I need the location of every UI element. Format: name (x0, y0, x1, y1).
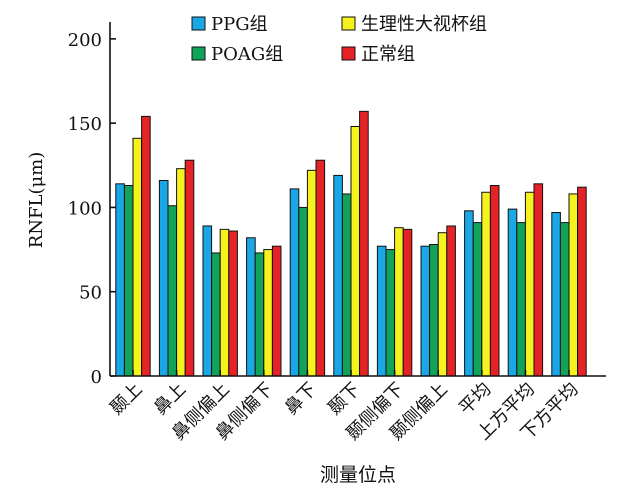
bar (524, 191, 535, 377)
bar (577, 186, 587, 377)
bar (158, 179, 169, 377)
bar (481, 191, 491, 377)
bar (472, 222, 483, 377)
bar (437, 232, 448, 377)
axes (109, 22, 606, 377)
bar (115, 183, 125, 377)
bar (394, 227, 404, 377)
bar (446, 225, 456, 377)
y-tick-label: 200 (68, 30, 102, 51)
bar (263, 249, 273, 377)
bar (315, 159, 326, 377)
y-tick-label: 150 (68, 114, 102, 135)
bar (123, 185, 134, 377)
legend-label: 生理性大视杯组 (361, 14, 487, 35)
legend-item: PPG组 (191, 14, 268, 35)
bar (176, 168, 186, 377)
legend-item: 正常组 (341, 44, 415, 65)
bar (359, 110, 369, 377)
bar (306, 169, 317, 377)
bar (211, 252, 221, 377)
bar (333, 174, 343, 377)
y-axis-label: RNFL(μm) (26, 152, 47, 249)
bar (489, 185, 500, 377)
bar (402, 228, 413, 377)
legend-swatch (341, 46, 356, 61)
bar (228, 230, 238, 377)
bar (385, 249, 396, 377)
bar (376, 245, 387, 377)
legend-label: 正常组 (361, 44, 415, 65)
legend-label: POAG组 (211, 44, 283, 65)
bar (507, 208, 518, 377)
bar (289, 188, 300, 377)
bar (559, 222, 570, 377)
x-tick-label: 鼻下 (281, 379, 321, 419)
bar (271, 245, 282, 377)
bar (350, 126, 361, 377)
bar (141, 115, 151, 377)
y-tick-label: 0 (91, 367, 102, 388)
bar (533, 183, 544, 377)
bar (254, 252, 265, 377)
bar (420, 245, 431, 377)
bar (184, 159, 195, 377)
bar (516, 222, 526, 377)
legend-label: PPG组 (211, 14, 268, 35)
y-tick-label: 100 (68, 198, 102, 219)
bar (132, 137, 143, 377)
legend-item: 生理性大视杯组 (341, 14, 487, 35)
bar (464, 210, 474, 377)
y-ticks: 0 50 100 150 200 (68, 30, 116, 388)
bar (298, 206, 308, 377)
bar (551, 211, 561, 377)
legend-swatch (191, 16, 206, 31)
bar (568, 193, 579, 377)
bar (341, 193, 352, 377)
y-tick-label: 50 (79, 283, 102, 304)
bar (202, 225, 213, 377)
legend-item: POAG组 (191, 44, 283, 65)
x-axis-label: 测量位点 (320, 464, 396, 486)
legend-swatch (341, 16, 356, 31)
legend-swatch (191, 46, 206, 61)
bar (429, 244, 439, 377)
bar (246, 237, 256, 377)
x-tick-label: 颞上 (106, 379, 146, 419)
bars (115, 110, 587, 377)
bar (167, 205, 178, 377)
bar (219, 228, 230, 377)
